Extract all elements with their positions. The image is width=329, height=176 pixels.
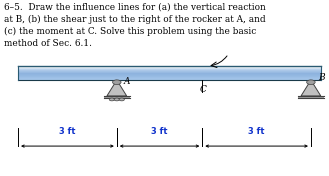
Polygon shape <box>301 80 321 96</box>
Text: B: B <box>318 73 325 82</box>
Text: A: A <box>124 77 131 86</box>
Text: 3 ft: 3 ft <box>248 127 265 136</box>
Circle shape <box>114 98 119 101</box>
Circle shape <box>119 98 124 101</box>
Circle shape <box>307 80 315 84</box>
Text: 3 ft: 3 ft <box>59 127 76 136</box>
Circle shape <box>113 80 121 84</box>
Text: 3 ft: 3 ft <box>151 127 168 136</box>
Text: 6–5.  Draw the influence lines for (a) the vertical reaction
at B, (b) the shear: 6–5. Draw the influence lines for (a) th… <box>4 3 266 48</box>
Circle shape <box>109 98 114 101</box>
Text: C: C <box>200 85 207 94</box>
Polygon shape <box>107 80 127 96</box>
